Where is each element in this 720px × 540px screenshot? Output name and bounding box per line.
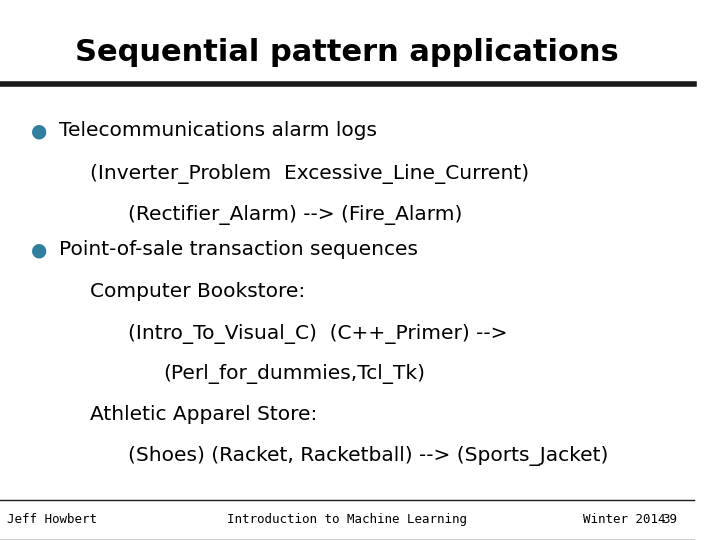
Text: ●: ● — [31, 240, 48, 259]
Text: Jeff Howbert: Jeff Howbert — [7, 513, 97, 526]
Text: (Intro_To_Visual_C)  (C++_Primer) -->: (Intro_To_Visual_C) (C++_Primer) --> — [128, 324, 508, 344]
Text: 39: 39 — [662, 513, 677, 526]
Text: (Shoes) (Racket, Racketball) --> (Sports_Jacket): (Shoes) (Racket, Racketball) --> (Sports… — [128, 446, 609, 465]
Text: Athletic Apparel Store:: Athletic Apparel Store: — [90, 405, 318, 424]
Text: Sequential pattern applications: Sequential pattern applications — [76, 38, 619, 67]
Text: Winter 2014: Winter 2014 — [583, 513, 666, 526]
Text: Computer Bookstore:: Computer Bookstore: — [90, 282, 305, 301]
Text: (Rectifier_Alarm) --> (Fire_Alarm): (Rectifier_Alarm) --> (Fire_Alarm) — [128, 205, 463, 225]
Text: Telecommunications alarm logs: Telecommunications alarm logs — [59, 122, 377, 140]
Text: (Inverter_Problem  Excessive_Line_Current): (Inverter_Problem Excessive_Line_Current… — [90, 164, 529, 184]
Text: ●: ● — [31, 122, 48, 140]
Text: Introduction to Machine Learning: Introduction to Machine Learning — [228, 513, 467, 526]
Text: Point-of-sale transaction sequences: Point-of-sale transaction sequences — [59, 240, 418, 259]
Text: (Perl_for_dummies,Tcl_Tk): (Perl_for_dummies,Tcl_Tk) — [163, 364, 426, 384]
